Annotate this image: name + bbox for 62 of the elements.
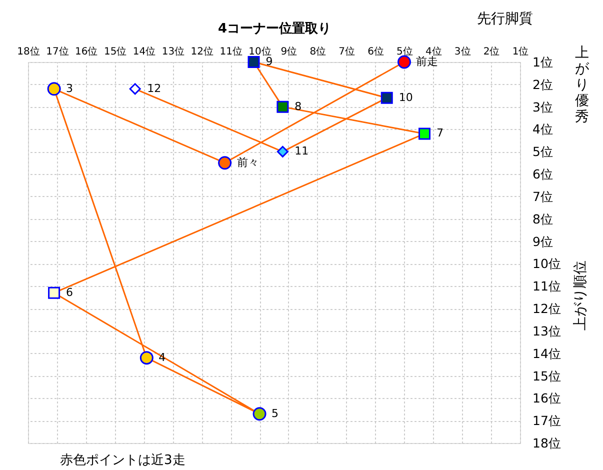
x-tick-label: 17位 bbox=[46, 46, 69, 58]
y-tick-label: 15位 bbox=[532, 368, 562, 384]
x-axis-title: 4コーナー位置取り bbox=[218, 22, 332, 36]
x-tick-label: 10位 bbox=[248, 46, 272, 58]
x-tick-label: 1位 bbox=[512, 46, 529, 58]
point bbox=[47, 82, 61, 96]
y-tick-label: 17位 bbox=[532, 413, 562, 428]
x-tick-label: 6位 bbox=[368, 46, 384, 58]
y-tick-label: 10位 bbox=[532, 256, 562, 272]
series-label: 前々 bbox=[236, 156, 259, 169]
point bbox=[380, 92, 393, 104]
point bbox=[252, 407, 266, 421]
y-tick-label: 3位 bbox=[532, 99, 554, 114]
series-label: 9 bbox=[266, 55, 273, 68]
series-label: 3 bbox=[66, 82, 74, 95]
y-tick-label: 14位 bbox=[532, 346, 562, 361]
point bbox=[140, 351, 154, 365]
x-tick-label: 13位 bbox=[162, 46, 185, 58]
series-label: 6 bbox=[66, 286, 74, 299]
point bbox=[276, 100, 289, 113]
y-tick-label: 16位 bbox=[532, 390, 562, 406]
point bbox=[129, 83, 141, 95]
y-tick-label: 11位 bbox=[532, 278, 562, 294]
x-tick-label: 11位 bbox=[220, 46, 242, 58]
series-label: 7 bbox=[436, 126, 444, 140]
x-tick-label: 16位 bbox=[75, 46, 98, 58]
point bbox=[397, 55, 411, 69]
y-tick-label: 13位 bbox=[532, 323, 562, 338]
x-tick-label: 8位 bbox=[310, 46, 326, 58]
point bbox=[218, 156, 232, 170]
x-tick-label: 9位 bbox=[280, 46, 298, 58]
x-tick-label: 12位 bbox=[190, 46, 214, 58]
y-tick-label: 12位 bbox=[532, 301, 562, 316]
point bbox=[418, 128, 430, 140]
series-label: 5 bbox=[272, 406, 279, 420]
x-tick-label: 18位 bbox=[17, 46, 40, 58]
point bbox=[248, 56, 260, 68]
y-tick-label: 7位 bbox=[532, 188, 554, 204]
y-tick-label: 2位 bbox=[532, 76, 554, 92]
x-tick-label: 7位 bbox=[338, 46, 356, 58]
series-label: 前走 bbox=[416, 55, 438, 68]
y-tick-label: 9位 bbox=[532, 234, 554, 249]
y-tick-label: 18位 bbox=[532, 436, 562, 450]
y-tick-label: 8位 bbox=[532, 211, 554, 226]
x-tick-label: 3位 bbox=[454, 46, 471, 58]
y-tick-label: 6位 bbox=[532, 166, 554, 182]
x-tick-label: 15位 bbox=[104, 46, 127, 58]
series-label: 12 bbox=[147, 82, 162, 95]
point bbox=[276, 146, 288, 158]
text: 赤色ポイントは近3走 bbox=[60, 453, 186, 468]
y-axis-title: 上がり順位 bbox=[572, 260, 588, 330]
text: 上がり優秀 bbox=[575, 45, 590, 125]
x-tick-label: 4位 bbox=[425, 46, 442, 58]
x-tick-label: 2位 bbox=[483, 46, 500, 58]
x-tick-label: 5位 bbox=[396, 46, 413, 58]
y-tick-label: 5位 bbox=[532, 144, 554, 160]
x-tick-label: 14位 bbox=[132, 46, 156, 58]
series-label: 10 bbox=[398, 90, 413, 104]
series-label: 11 bbox=[294, 144, 309, 158]
text: 先行脚質 bbox=[477, 11, 533, 27]
y-tick-label: 4位 bbox=[532, 122, 554, 137]
point bbox=[48, 286, 60, 299]
